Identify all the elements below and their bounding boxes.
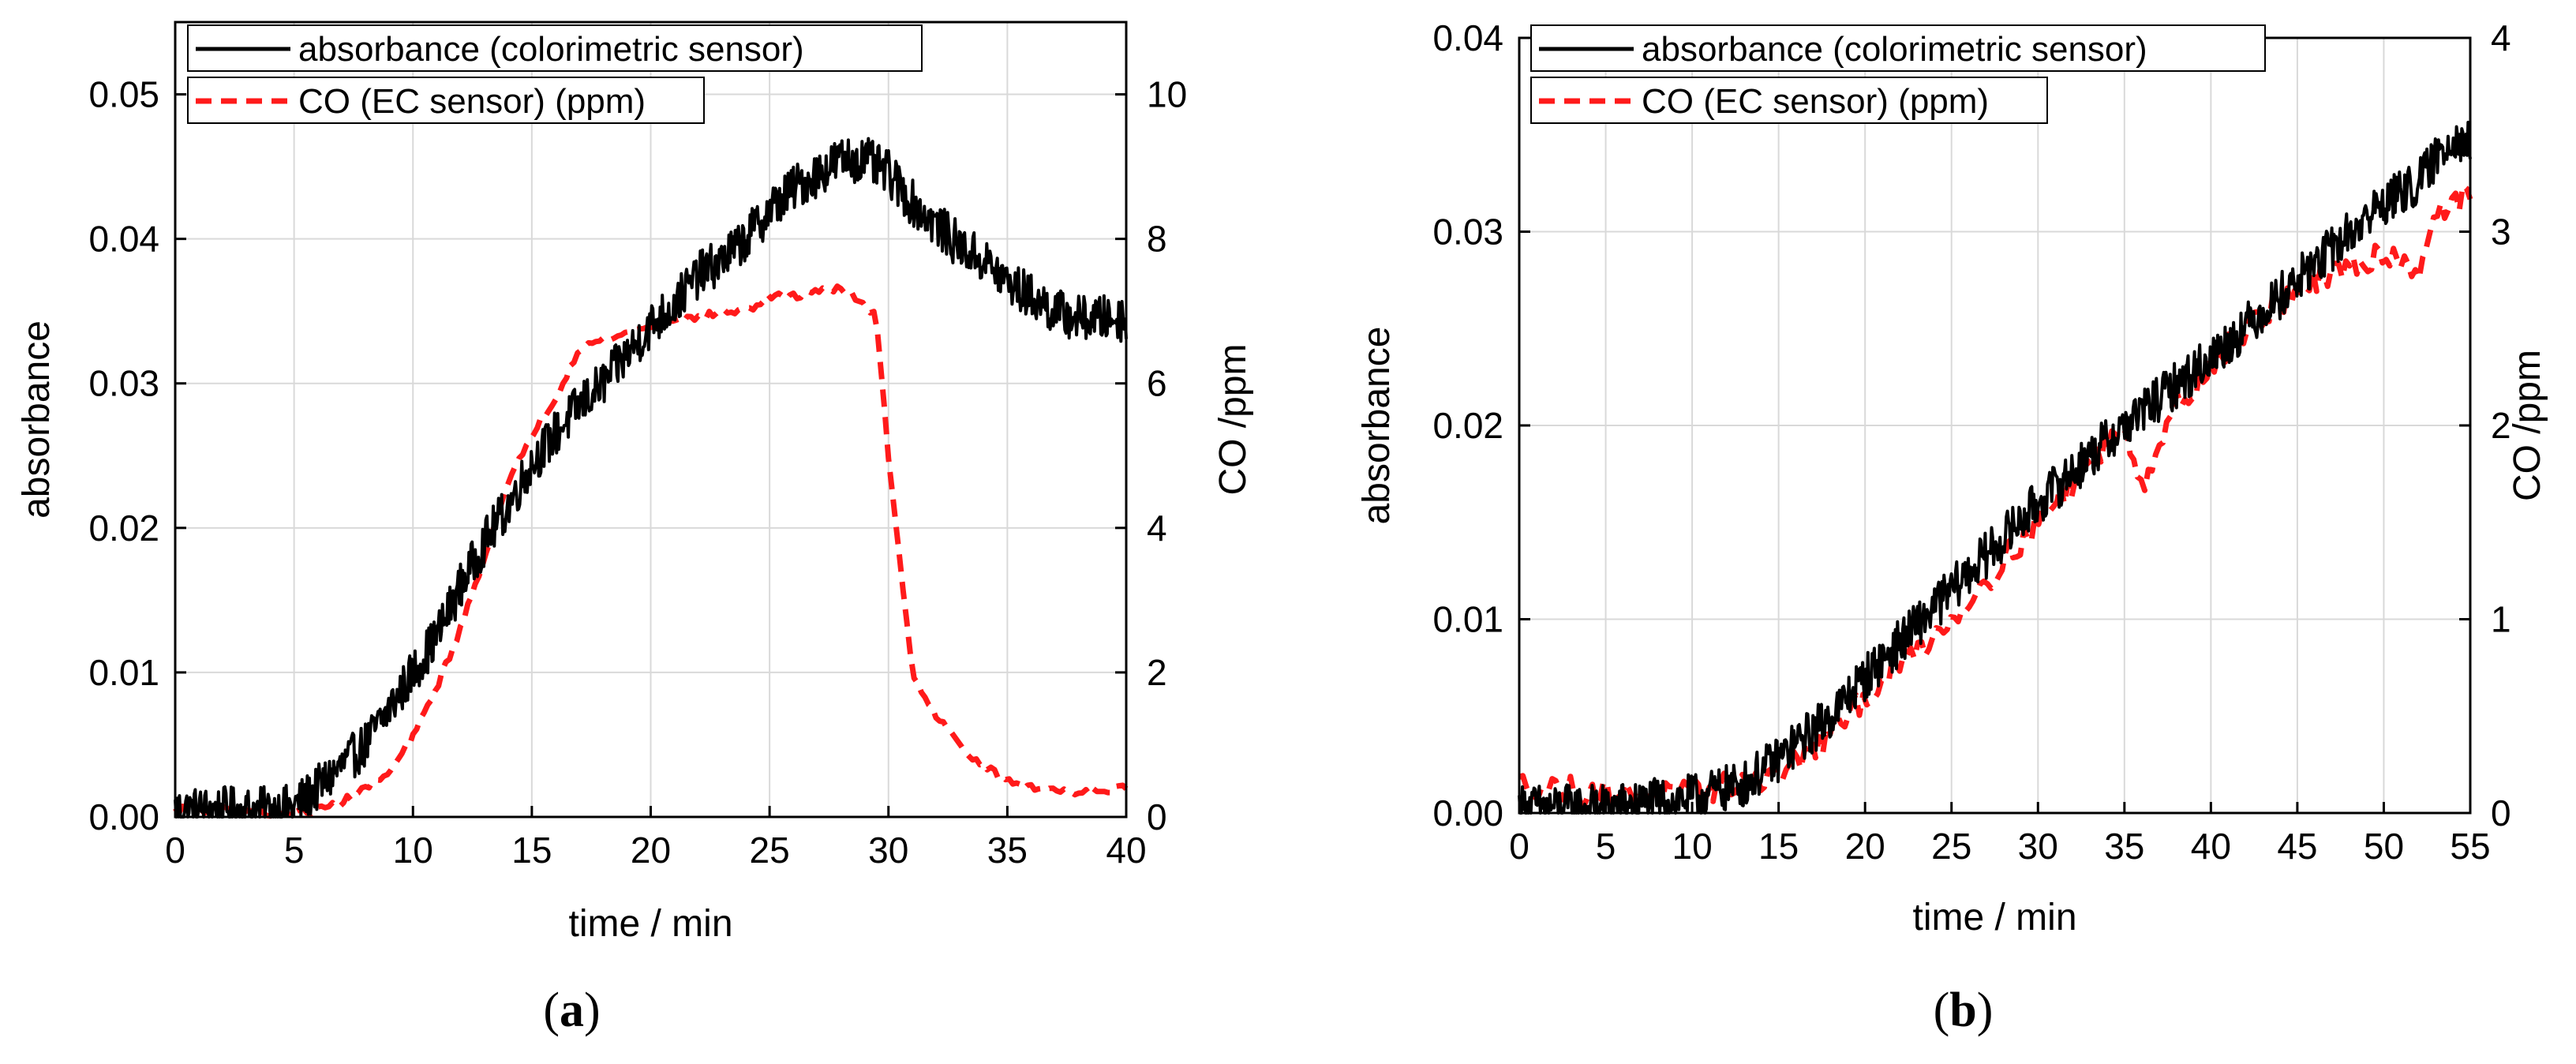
x-tick-label: 30 (868, 830, 908, 871)
y-tick-label: 0.02 (88, 508, 159, 549)
x-tick-label: 0 (165, 830, 185, 871)
grid-lines (174, 22, 1127, 818)
y-axis-title: absorbance (1356, 327, 1398, 525)
y2-tick-label: 0 (1147, 796, 1167, 837)
x-tick-label: 10 (393, 830, 433, 871)
y-tick-label: 0.00 (88, 796, 159, 837)
x-tick-label: 20 (1845, 826, 1885, 867)
y2-tick-label: 4 (2491, 17, 2511, 58)
y2-tick-label: 4 (1147, 508, 1167, 549)
panel-label-close: ) (1977, 983, 1994, 1037)
y2-tick-label: 1 (2491, 599, 2511, 640)
series-co-line (1518, 182, 2473, 810)
x-tick-label: 55 (2450, 826, 2490, 867)
y-tick-label: 0.04 (88, 219, 159, 260)
y-tick-label: 0.01 (1432, 599, 1503, 640)
x-tick-label: 40 (1106, 830, 1146, 871)
y2-tick-label: 3 (2491, 212, 2511, 253)
y2-tick-label: 2 (1147, 652, 1167, 693)
panel-label-open: ( (1934, 983, 1950, 1037)
y2-tick-label: 8 (1147, 219, 1167, 260)
axis-ticks: 0 5 10 15 20 25 30 35 400.000.010.020.030.040.05… (88, 74, 1187, 871)
x-tick-label: 20 (631, 830, 671, 871)
x-tick-label: 15 (511, 830, 552, 871)
chart-panel-a: 0 5 10 15 20 25 30 35 400.000.010.020.030.040.05… (16, 21, 1254, 1037)
series-absorbance-line (174, 137, 1128, 819)
axis-ticks: 0 5 10 15 20 25 30 35 40 45 50 550.000.010.020.030.… (1432, 17, 2510, 867)
chart-panel-b: 0 5 10 15 20 25 30 35 40 45 50 550.000.010.020.030.… (1356, 17, 2548, 1037)
y-tick-label: 0.02 (1432, 405, 1503, 446)
x-tick-label: 40 (2191, 826, 2231, 867)
x-tick-label: 15 (1758, 826, 1799, 867)
panel-label-b: (b) (1934, 983, 1994, 1037)
x-tick-label: 50 (2364, 826, 2404, 867)
panel-label-a: (a) (543, 983, 600, 1037)
y2-tick-label: 2 (2491, 405, 2511, 446)
panel-label-letter: b (1949, 983, 1976, 1037)
legend-label-co: CO (EC sensor) (ppm) (298, 82, 646, 121)
legend-box-abs (1530, 24, 2266, 72)
x-tick-label: 25 (750, 830, 790, 871)
y-tick-label: 0.04 (1432, 17, 1503, 58)
series-group (1518, 121, 2473, 815)
x-tick-label: 25 (1931, 826, 1971, 867)
panel-label-letter: a (560, 983, 584, 1037)
x-axis-title: time / min (568, 903, 732, 945)
x-tick-label: 5 (1596, 826, 1616, 867)
legend-label-absorbance: absorbance (colorimetric sensor) (298, 30, 804, 69)
legend: absorbance (colorimetric sensor) CO (EC … (187, 24, 923, 124)
x-tick-label: 0 (1509, 826, 1530, 867)
y2-tick-label: 6 (1147, 363, 1167, 404)
x-tick-label: 35 (987, 830, 1028, 871)
x-tick-label: 45 (2277, 826, 2317, 867)
panel-label-close: ) (584, 983, 601, 1037)
x-tick-label: 30 (2018, 826, 2058, 867)
y-tick-label: 0.03 (88, 363, 159, 404)
y-tick-label: 0.00 (1432, 792, 1503, 834)
y-tick-label: 0.03 (1432, 212, 1503, 253)
y-tick-label: 0.01 (88, 652, 159, 693)
y2-tick-label: 0 (2491, 792, 2511, 834)
y2-axis-title: CO /ppm (2507, 350, 2548, 501)
legend: absorbance (colorimetric sensor) CO (EC … (1530, 24, 2266, 124)
y-axis-title: absorbance (16, 320, 58, 519)
x-tick-label: 5 (284, 830, 305, 871)
x-tick-label: 10 (1672, 826, 1713, 867)
y2-tick-label: 10 (1147, 74, 1187, 115)
x-tick-label: 35 (2104, 826, 2144, 867)
panel-label-open: ( (543, 983, 560, 1037)
y-tick-label: 0.05 (88, 74, 159, 115)
x-axis-title: time / min (1912, 897, 2076, 938)
y2-axis-title: CO /ppm (1212, 343, 1254, 495)
legend-label-co: CO (EC sensor) (ppm) (1642, 82, 1989, 121)
series-group (173, 137, 1129, 819)
series-absorbance-line (1518, 121, 2472, 815)
legend-label-absorbance: absorbance (colorimetric sensor) (1642, 30, 2147, 69)
legend-box-abs (187, 24, 923, 72)
